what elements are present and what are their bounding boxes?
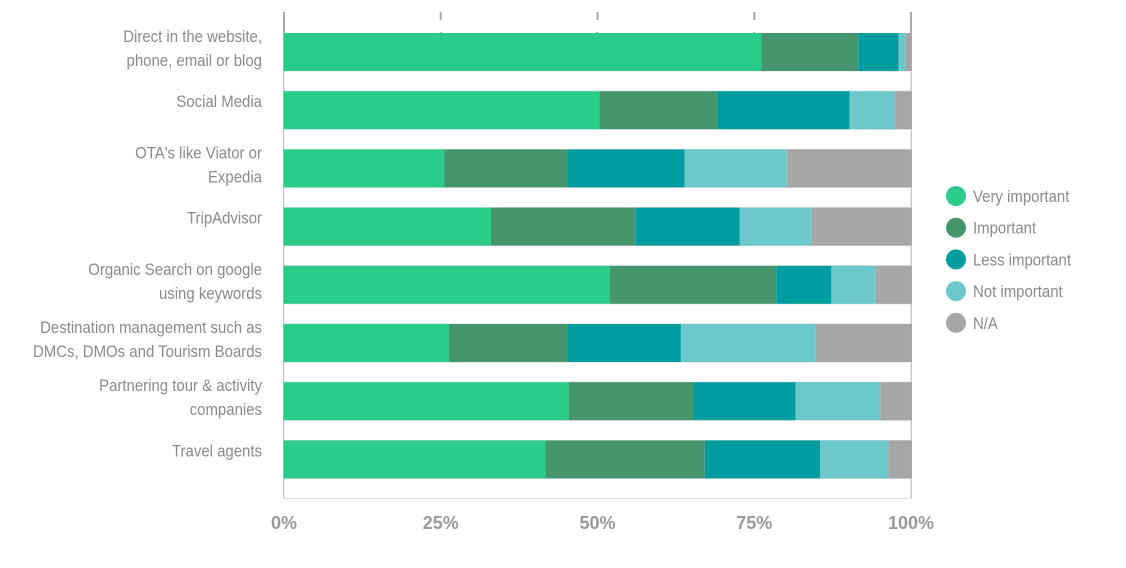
x-tick-label: 50% bbox=[579, 513, 615, 533]
bar-segment bbox=[898, 33, 906, 71]
category-label: TripAdvisor bbox=[187, 210, 263, 228]
category-label: Social Media bbox=[176, 93, 262, 111]
category-label: Destination management such as bbox=[40, 319, 262, 337]
bar-segment bbox=[284, 91, 600, 130]
row-gap bbox=[283, 128, 912, 150]
category-label: phone, email or blog bbox=[127, 52, 262, 70]
bar-segment bbox=[875, 265, 911, 304]
bar-segment bbox=[610, 265, 777, 304]
category-label: Expedia bbox=[208, 169, 262, 187]
legend-item: Not important bbox=[946, 281, 1063, 301]
legend-item: Important bbox=[946, 217, 1037, 238]
bar-segment bbox=[284, 324, 449, 362]
bar-segment bbox=[284, 207, 491, 246]
legend-swatch-icon bbox=[946, 186, 966, 206]
category-label: OTA's like Viator or bbox=[135, 145, 263, 163]
bar-segment bbox=[888, 440, 911, 479]
bar-segment bbox=[831, 265, 876, 304]
bar-segment bbox=[284, 440, 546, 479]
bar-segment bbox=[704, 440, 821, 479]
category-label: Organic Search on google bbox=[88, 261, 262, 279]
category-label: Travel agents bbox=[172, 443, 262, 461]
row-gap bbox=[283, 303, 912, 325]
bar-segment bbox=[635, 207, 740, 246]
bar-segment bbox=[761, 33, 859, 71]
bar-segment bbox=[849, 91, 895, 130]
row-gap bbox=[283, 477, 912, 500]
bar-segment bbox=[444, 149, 569, 188]
bar-segment bbox=[284, 382, 569, 421]
bar-segment bbox=[680, 324, 816, 362]
x-tick-label: 100% bbox=[888, 513, 934, 533]
legend-label: N/A bbox=[973, 315, 998, 333]
category-label: DMCs, DMOs and Tourism Boards bbox=[33, 343, 262, 361]
category-label: Partnering tour & activity bbox=[99, 377, 262, 395]
legend-item: N/A bbox=[946, 312, 998, 333]
bar-segment bbox=[894, 91, 911, 130]
legend-label: Not important bbox=[973, 283, 1063, 301]
bar-segment bbox=[684, 149, 787, 188]
row-gap bbox=[283, 186, 912, 209]
bar-segment bbox=[568, 149, 685, 188]
bar-segment bbox=[448, 324, 569, 362]
bar-segment bbox=[880, 382, 911, 421]
bar-segment bbox=[811, 207, 911, 246]
legend-label: Very important bbox=[973, 188, 1070, 206]
row-gap bbox=[283, 361, 912, 383]
bar-segment bbox=[815, 324, 911, 362]
x-tick-label: 75% bbox=[736, 513, 772, 533]
legend-swatch-icon bbox=[946, 217, 966, 238]
bar-segment bbox=[905, 33, 911, 71]
legend-label: Important bbox=[973, 220, 1037, 238]
row-gap bbox=[283, 245, 912, 267]
bar-segment bbox=[717, 91, 850, 130]
bar-segment bbox=[693, 382, 796, 421]
bar-segment bbox=[284, 149, 445, 188]
x-tick-label: 25% bbox=[423, 513, 459, 533]
legend-item: Very important bbox=[946, 186, 1070, 206]
category-label: using keywords bbox=[159, 285, 262, 303]
bar-segment bbox=[568, 382, 694, 421]
bar-segment bbox=[820, 440, 889, 479]
bar-segment bbox=[545, 440, 705, 479]
category-label: companies bbox=[190, 401, 262, 419]
category-label: Direct in the website, bbox=[123, 28, 262, 46]
bar-segment bbox=[739, 207, 812, 246]
bar-segment bbox=[568, 324, 681, 362]
row-gap bbox=[283, 70, 912, 92]
legend-label: Less important bbox=[973, 252, 1072, 270]
bar-segment bbox=[490, 207, 636, 246]
bar-segment bbox=[284, 33, 762, 71]
legend-item: Less important bbox=[946, 249, 1072, 270]
bar-segment bbox=[858, 33, 899, 71]
bar-segment bbox=[795, 382, 881, 421]
bar-segment bbox=[776, 265, 832, 304]
legend-swatch-icon bbox=[946, 281, 966, 302]
row-gap bbox=[283, 419, 912, 441]
x-tick-label: 0% bbox=[271, 513, 297, 533]
legend-swatch-icon bbox=[946, 249, 966, 270]
bar-segment bbox=[786, 149, 911, 188]
bar-segment bbox=[599, 91, 718, 130]
bar-segment bbox=[284, 265, 611, 304]
legend-swatch-icon bbox=[946, 312, 966, 333]
